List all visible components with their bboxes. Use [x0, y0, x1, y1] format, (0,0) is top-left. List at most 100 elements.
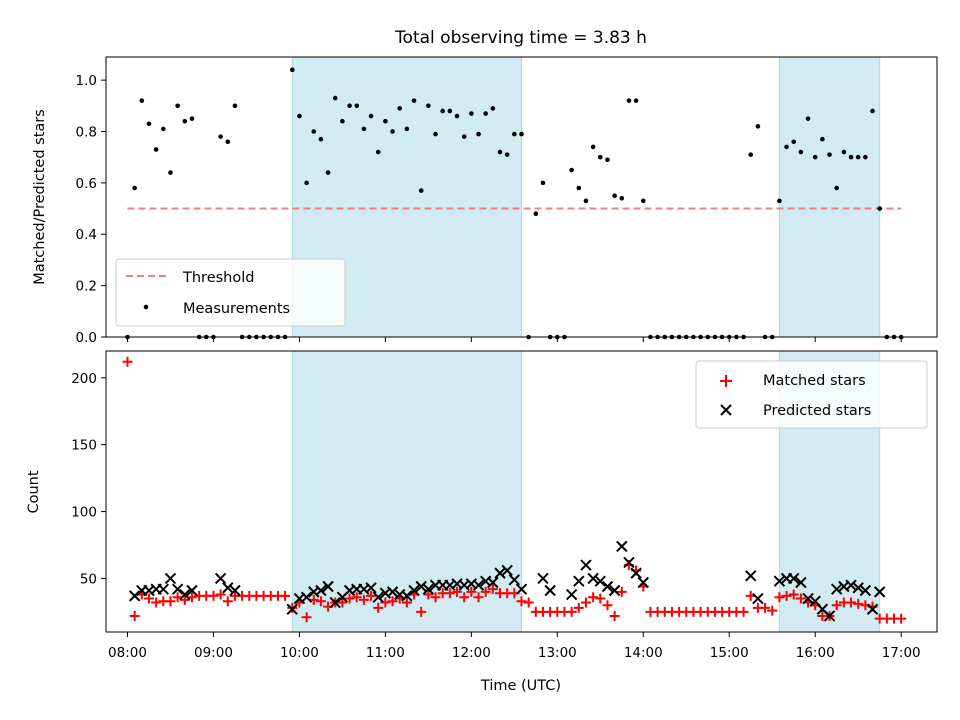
matched-star-point [602, 600, 613, 611]
matched-stars-legend-swatch [720, 375, 732, 387]
measurement-point [325, 170, 331, 175]
predicted-star-point [487, 576, 499, 589]
measurement-point [798, 149, 804, 155]
measurement-point [397, 106, 403, 111]
predicted-star-point [637, 576, 649, 589]
matched-star-point [423, 589, 434, 600]
predicted-star-point [365, 582, 377, 594]
matched-star-point [373, 602, 384, 613]
shaded-region [778, 56, 881, 338]
measurement-point [598, 154, 603, 160]
measurement-point [426, 103, 431, 109]
measurement-point [390, 129, 395, 134]
matched-star-point [580, 597, 591, 608]
predicted-star-point [222, 582, 234, 594]
measurement-point [540, 180, 546, 186]
measurement-point [605, 157, 610, 163]
y-tick-label: 200 [71, 371, 97, 387]
matched-star-point [222, 596, 233, 607]
measurement-point [497, 149, 503, 155]
ratio-y-axis-label: Matched/Predicted stars [32, 109, 48, 285]
measurement-point [354, 103, 360, 109]
matched-star-point [151, 597, 162, 608]
measurement-point [827, 152, 832, 157]
y-tick-label: 1.0 [76, 73, 97, 89]
y-tick-label: 0.4 [76, 227, 97, 243]
measurement-point [469, 111, 474, 116]
predicted-star-point [164, 572, 177, 585]
predicted-star-point [537, 572, 549, 585]
y-tick-label: 50 [80, 571, 97, 587]
measurement-point [433, 131, 438, 137]
measurement-point [461, 134, 467, 139]
matched-star-point [280, 590, 291, 601]
predicted-star-point [214, 572, 227, 585]
predicted-star-point [773, 575, 786, 587]
predicted-star-point [845, 579, 857, 591]
x-axis-label: Time (UTC) [480, 678, 561, 694]
measurement-point [225, 139, 231, 145]
measurement-point [340, 118, 345, 124]
measurement-point [139, 98, 145, 103]
predicted-star-point [401, 590, 413, 602]
y-tick-label: 100 [71, 505, 97, 521]
matched-star-point [344, 593, 355, 604]
measurement-point [289, 67, 295, 73]
predicted-star-point [565, 588, 578, 601]
predicted-star-point [587, 572, 599, 585]
count-legend-box [695, 360, 928, 429]
count-panel: 08:00 09:00 10:00 11:00 12:00 13:00 14:00 15:00… [26, 350, 938, 694]
matched-star-point [487, 584, 498, 595]
measurement-point [870, 108, 875, 114]
predicted-star-point [494, 567, 506, 579]
predicted-star-point [229, 584, 241, 597]
predicted-star-point [501, 564, 513, 577]
matched-star-point [301, 612, 312, 623]
measurement-point [368, 113, 374, 119]
matched-star-point [380, 597, 391, 608]
predicted-star-point [852, 582, 864, 594]
predicted-star-point [623, 556, 635, 569]
measurement-point [153, 147, 159, 152]
measurement-point [791, 139, 797, 145]
x-tick-label: 16:00 [796, 645, 835, 661]
predicted-star-point [515, 583, 528, 595]
matched-star-point [523, 597, 534, 608]
measurement-point [848, 154, 854, 160]
measurement-point [161, 126, 166, 132]
matched-star-point [760, 602, 771, 613]
y-tick-label: 0.6 [76, 176, 97, 192]
matched-star-point [738, 606, 749, 617]
predicted-stars-legend-swatch [720, 404, 732, 416]
matched-star-point [444, 588, 455, 599]
measurement-point [146, 121, 152, 127]
measurement-point [590, 144, 596, 150]
predicted-star-point [408, 584, 420, 597]
predicted-stars-legend-label: Predicted stars [763, 403, 871, 419]
predicted-star-point [186, 584, 198, 597]
matched-star-point [351, 592, 362, 603]
predicted-star-point [315, 584, 327, 597]
ratio-legend-box [115, 258, 346, 327]
measurement-point [805, 116, 811, 121]
x-tick-label: 08:00 [108, 645, 147, 661]
predicted-star-point [823, 610, 836, 622]
measurements-legend-label: Measurements [183, 301, 290, 317]
matched-star-point [896, 613, 907, 624]
matched-star-point [129, 610, 140, 621]
x-tick-label: 13:00 [538, 645, 577, 661]
matched-star-point [358, 594, 369, 605]
measurement-point [383, 118, 388, 124]
predicted-star-point [508, 574, 521, 586]
matched-star-point [846, 597, 857, 608]
matched-star-point [452, 586, 463, 597]
predicted-star-point [608, 584, 621, 597]
matched-star-point [337, 597, 348, 608]
matched-star-point [774, 592, 785, 603]
measurement-point [777, 198, 782, 204]
ratio-panel-frame [105, 56, 938, 338]
measurement-point [855, 154, 861, 160]
predicted-star-point [171, 583, 184, 595]
predicted-star-point [544, 584, 556, 597]
